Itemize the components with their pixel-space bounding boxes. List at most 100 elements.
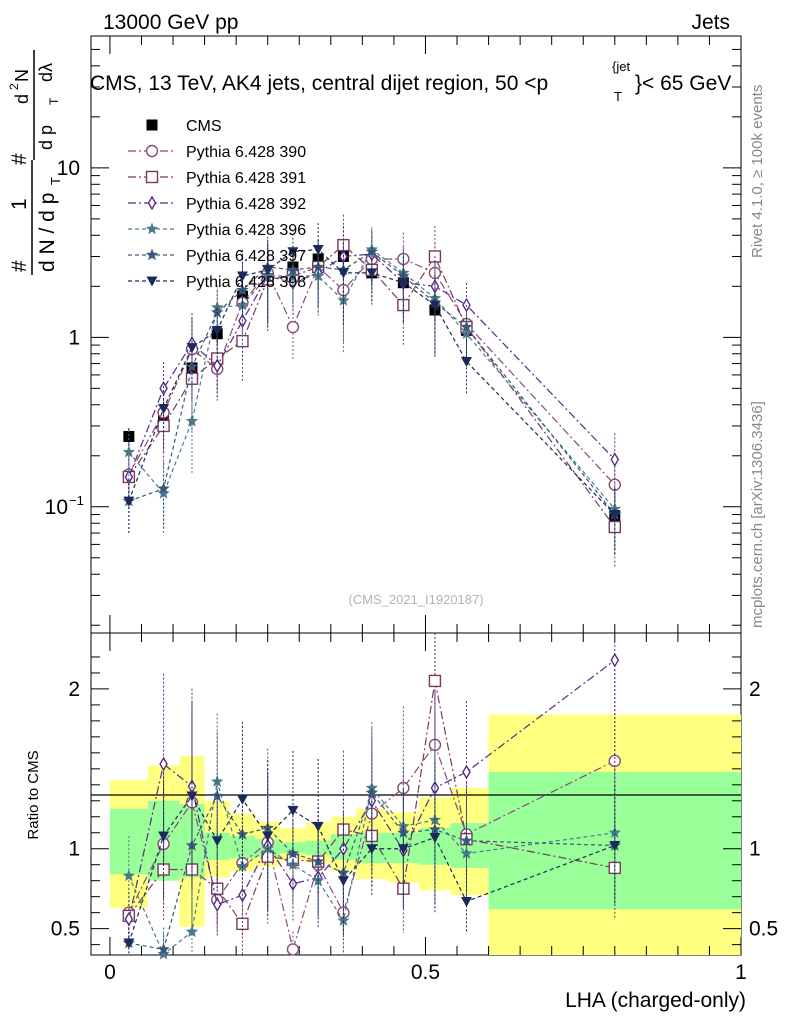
legend-label-1: Pythia 6.428 390 xyxy=(186,144,306,161)
legend-marker-1 xyxy=(145,144,159,158)
legend-label-0: CMS xyxy=(186,118,222,135)
x-tick-label-0: 0 xyxy=(104,961,116,984)
y-label-d2N-tail: N xyxy=(12,69,32,82)
ratio-axis-ticks: 0.5 0.51 12 20 0.5 1 xyxy=(51,633,778,984)
main-point xyxy=(610,452,620,467)
ratio-point xyxy=(262,831,274,842)
ratio-point xyxy=(366,844,378,855)
ratio-point xyxy=(429,833,441,844)
rivet-version-label: Rivet 4.1.0, ≥ 100k events xyxy=(749,85,766,258)
y-label-dN-dpT-sub: T xyxy=(48,177,63,185)
ratio-series-line-3 xyxy=(128,781,615,956)
ratio-point xyxy=(287,805,299,816)
legend: CMS Pythia 6.428 390 Pythia 6.428 391 Pythi… xyxy=(128,118,306,291)
main-point xyxy=(366,268,378,279)
ratio-point xyxy=(158,831,170,842)
main-y-tick-label-2: 10 xyxy=(57,157,80,180)
main-series-line-4 xyxy=(128,248,616,510)
ratio-point xyxy=(397,826,410,839)
y-label-dpT: d p xyxy=(36,125,56,150)
legend-marker-3 xyxy=(147,195,157,211)
ratio-point xyxy=(123,938,135,949)
plot-title: CMS, 13 TeV, AK4 jets, central dijet reg… xyxy=(90,59,731,104)
legend-marker-4 xyxy=(145,222,159,235)
ratio-point xyxy=(337,866,350,878)
main-point xyxy=(312,260,325,273)
ratio-y-tick-label-left-1: 1 xyxy=(68,838,80,861)
legend-entry-2: Pythia 6.428 391 xyxy=(128,170,306,187)
ratio-point xyxy=(236,827,249,840)
ratio-y-axis-label: Ratio to CMS xyxy=(25,750,42,839)
ratio-y-tick-label-left-0: 0.5 xyxy=(51,918,80,941)
main-point xyxy=(211,306,224,318)
x-tick-label-1: 0.5 xyxy=(411,961,440,984)
main-point xyxy=(122,445,136,458)
legend-marker-6 xyxy=(146,276,158,287)
ratio-point xyxy=(460,834,473,846)
ratio-point xyxy=(185,925,199,938)
y-label-d2N-sup: 2 xyxy=(7,83,21,90)
main-y-tick-label-1: 1 xyxy=(68,326,80,349)
ratio-point xyxy=(337,876,349,887)
mcplots-source-label: mcplots.cern.ch [arXiv:1306.3436] xyxy=(749,401,766,628)
ratio-point xyxy=(460,896,472,907)
x-tick-label-2: 1 xyxy=(735,961,747,984)
ratio-series-line-0 xyxy=(128,743,616,952)
ratio-point xyxy=(460,847,473,859)
ratio-point xyxy=(212,897,222,913)
main-series-line-2 xyxy=(128,244,616,528)
main-point xyxy=(157,482,170,494)
plot-title-sub: T xyxy=(614,89,622,104)
y-label-hash-2: # xyxy=(8,153,31,165)
ratio-series-line-5 xyxy=(128,794,615,944)
legend-marker-5 xyxy=(145,248,159,261)
y-label-d2N: d xyxy=(12,94,32,104)
main-y-axis-label: # 1 d N / d p T # d 2 N d p T dλ xyxy=(7,50,63,275)
ratio-point xyxy=(609,841,621,852)
legend-label-2: Pythia 6.428 391 xyxy=(186,170,306,187)
analysis-watermark: (CMS_2021_I1920187) xyxy=(348,592,483,607)
plot-title-sup: {jet xyxy=(612,59,630,74)
ratio-y-tick-label-left-2: 2 xyxy=(68,678,80,701)
main-point xyxy=(397,278,409,289)
y-label-dN-dpT: d N / d p xyxy=(36,193,59,272)
ratio-point xyxy=(186,791,198,802)
plot-title-main: CMS, 13 TeV, AK4 jets, central dijet reg… xyxy=(90,72,548,95)
ratio-y-tick-label-right-1: 1 xyxy=(749,838,761,861)
ratio-y-tick-label-right-0: 0.5 xyxy=(749,918,778,941)
legend-label-6: Pythia 6.428 398 xyxy=(186,274,306,291)
main-point xyxy=(397,269,410,282)
ratio-point xyxy=(236,794,248,805)
ratio-point xyxy=(462,764,471,780)
y-label-dpT-sub: T xyxy=(47,97,61,105)
main-point xyxy=(158,404,170,415)
header-jets: Jets xyxy=(691,11,730,34)
y-label-one: 1 xyxy=(8,198,31,210)
ratio-point xyxy=(608,754,621,768)
main-point xyxy=(337,268,349,279)
main-point xyxy=(460,357,472,368)
main-y-tick-label-sup-0: −1 xyxy=(69,493,84,508)
main-point xyxy=(262,265,274,276)
main-point xyxy=(186,343,198,354)
ratio-point xyxy=(337,914,350,926)
legend-entry-4: Pythia 6.428 396 xyxy=(128,222,306,239)
main-point xyxy=(286,263,300,276)
main-point xyxy=(286,320,300,334)
main-point xyxy=(157,486,170,499)
main-point xyxy=(312,244,324,255)
ratio-point xyxy=(397,844,409,855)
ratio-series-line-2 xyxy=(128,659,616,920)
main-series-line-5 xyxy=(128,250,616,515)
legend-entry-1: Pythia 6.428 390 xyxy=(128,144,306,161)
main-point xyxy=(123,430,135,442)
ratio-point xyxy=(312,821,324,832)
ratio-point xyxy=(428,823,442,835)
legend-marker-0 xyxy=(146,119,158,131)
ratio-point xyxy=(610,652,620,668)
ratio-uncertainty-bands xyxy=(109,714,741,955)
ratio-y-tick-label-right-2: 2 xyxy=(749,678,761,701)
main-series-6 xyxy=(123,223,621,556)
